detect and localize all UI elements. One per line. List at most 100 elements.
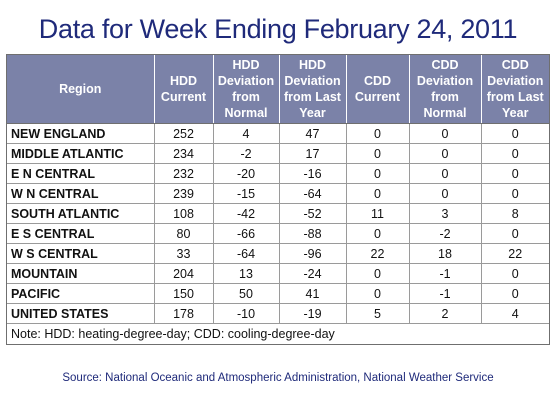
region-cell: MIDDLE ATLANTIC bbox=[7, 143, 155, 164]
cdd-current-cell: 0 bbox=[346, 283, 410, 304]
header-line: Region bbox=[59, 82, 102, 96]
cdd-dev-normal-cell: -1 bbox=[409, 283, 482, 304]
cdd-dev-normal-cell: 0 bbox=[409, 183, 482, 204]
header-line: HDD bbox=[298, 58, 327, 72]
hdd-dev-last-year-cell: -96 bbox=[279, 243, 347, 264]
cdd-dev-normal-cell: 0 bbox=[409, 123, 482, 144]
cdd-dev-normal-cell: 3 bbox=[409, 203, 482, 224]
hdd-dev-last-year-cell: 47 bbox=[279, 123, 347, 144]
cdd-dev-last-year-cell: 0 bbox=[481, 283, 549, 304]
degree-day-table: Region HDD Current HDD Deviation from No… bbox=[7, 55, 549, 344]
hdd-dev-last-year-cell: -52 bbox=[279, 203, 347, 224]
cdd-dev-normal-cell: 2 bbox=[409, 303, 482, 324]
hdd-current-cell: 234 bbox=[154, 143, 214, 164]
hdd-dev-normal-cell: -20 bbox=[213, 163, 280, 184]
region-cell: W N CENTRAL bbox=[7, 183, 155, 204]
table-header: Region HDD Current HDD Deviation from No… bbox=[7, 55, 549, 124]
cdd-current-cell: 0 bbox=[346, 263, 410, 284]
table-body: NEW ENGLAND 252 4 47 0 0 0 MIDDLE ATLANTIC 234 -2… bbox=[7, 123, 549, 324]
cdd-current-cell: 0 bbox=[346, 183, 410, 204]
header-line: from bbox=[232, 90, 260, 104]
cdd-dev-last-year-cell: 22 bbox=[481, 243, 549, 264]
column-header-cdd-dev-normal: CDD Deviation from Normal bbox=[409, 55, 482, 124]
header-line: CDD bbox=[431, 58, 459, 72]
header-line: from bbox=[431, 90, 459, 104]
cdd-dev-normal-cell: -1 bbox=[409, 263, 482, 284]
hdd-dev-last-year-cell: 17 bbox=[279, 143, 347, 164]
region-cell: NEW ENGLAND bbox=[7, 123, 155, 144]
hdd-dev-last-year-cell: -64 bbox=[279, 183, 347, 204]
hdd-dev-normal-cell: -15 bbox=[213, 183, 280, 204]
cdd-dev-normal-cell: -2 bbox=[409, 223, 482, 244]
cdd-current-cell: 0 bbox=[346, 163, 410, 184]
hdd-current-cell: 80 bbox=[154, 223, 214, 244]
cdd-current-cell: 0 bbox=[346, 123, 410, 144]
table-note: Note: HDD: heating-degree-day; CDD: cool… bbox=[11, 327, 335, 341]
cdd-dev-last-year-cell: 0 bbox=[481, 163, 549, 184]
region-cell: E S CENTRAL bbox=[7, 223, 155, 244]
header-line: Current bbox=[354, 90, 401, 104]
cdd-current-cell: 0 bbox=[346, 223, 410, 244]
hdd-dev-normal-cell: -42 bbox=[213, 203, 280, 224]
header-row: Region HDD Current HDD Deviation from No… bbox=[7, 55, 549, 124]
header-line: HDD bbox=[169, 74, 198, 88]
cdd-dev-last-year-cell: 0 bbox=[481, 263, 549, 284]
header-line: CDD bbox=[501, 58, 529, 72]
note-row: Note: HDD: heating-degree-day; CDD: cool… bbox=[7, 324, 549, 345]
header-line: Deviation bbox=[416, 74, 474, 88]
table-row: SOUTH ATLANTIC 108 -42 -52 11 3 8 bbox=[7, 203, 549, 224]
table-footer: Note: HDD: heating-degree-day; CDD: cool… bbox=[7, 324, 549, 345]
hdd-dev-last-year-cell: -88 bbox=[279, 223, 347, 244]
header-line: Deviation bbox=[284, 74, 341, 88]
table-row: W S CENTRAL 33 -64 -96 22 18 22 bbox=[7, 243, 549, 264]
cdd-current-cell: 5 bbox=[346, 303, 410, 324]
table-row: NEW ENGLAND 252 4 47 0 0 0 bbox=[7, 123, 549, 144]
region-cell: E N CENTRAL bbox=[7, 163, 155, 184]
cdd-dev-normal-cell: 18 bbox=[409, 243, 482, 264]
hdd-dev-normal-cell: 13 bbox=[213, 263, 280, 284]
header-line: Current bbox=[160, 90, 207, 104]
cdd-dev-last-year-cell: 0 bbox=[481, 143, 549, 164]
table-row: W N CENTRAL 239 -15 -64 0 0 0 bbox=[7, 183, 549, 204]
header-line: Deviation bbox=[487, 74, 544, 88]
header-line: Normal bbox=[423, 106, 467, 120]
hdd-dev-last-year-cell: 41 bbox=[279, 283, 347, 304]
hdd-current-cell: 239 bbox=[154, 183, 214, 204]
data-table-container: Region HDD Current HDD Deviation from No… bbox=[6, 54, 550, 345]
header-line: Year bbox=[299, 106, 326, 120]
cdd-current-cell: 22 bbox=[346, 243, 410, 264]
column-header-cdd-dev-last-year: CDD Deviation from Last Year bbox=[481, 55, 549, 124]
hdd-current-cell: 204 bbox=[154, 263, 214, 284]
cdd-current-cell: 0 bbox=[346, 143, 410, 164]
table-row: E S CENTRAL 80 -66 -88 0 -2 0 bbox=[7, 223, 549, 244]
region-cell: W S CENTRAL bbox=[7, 243, 155, 264]
column-header-region: Region bbox=[7, 55, 155, 124]
cdd-current-cell: 11 bbox=[346, 203, 410, 224]
table-row: MOUNTAIN 204 13 -24 0 -1 0 bbox=[7, 263, 549, 284]
table-row: PACIFIC 150 50 41 0 -1 0 bbox=[7, 283, 549, 304]
header-line: from Last bbox=[486, 90, 544, 104]
table-row: E N CENTRAL 232 -20 -16 0 0 0 bbox=[7, 163, 549, 184]
column-header-cdd-current: CDD Current bbox=[346, 55, 410, 124]
column-header-hdd-dev-normal: HDD Deviation from Normal bbox=[213, 55, 280, 124]
cdd-dev-last-year-cell: 4 bbox=[481, 303, 549, 324]
header-line: Year bbox=[502, 106, 529, 120]
hdd-dev-normal-cell: 4 bbox=[213, 123, 280, 144]
hdd-current-cell: 33 bbox=[154, 243, 214, 264]
cdd-dev-last-year-cell: 8 bbox=[481, 203, 549, 224]
region-cell: UNITED STATES bbox=[7, 303, 155, 324]
hdd-current-cell: 232 bbox=[154, 163, 214, 184]
region-cell: MOUNTAIN bbox=[7, 263, 155, 284]
hdd-dev-last-year-cell: -19 bbox=[279, 303, 347, 324]
cdd-dev-last-year-cell: 0 bbox=[481, 123, 549, 144]
hdd-dev-normal-cell: -64 bbox=[213, 243, 280, 264]
header-line: Deviation bbox=[217, 74, 275, 88]
cdd-dev-last-year-cell: 0 bbox=[481, 183, 549, 204]
hdd-dev-normal-cell: -10 bbox=[213, 303, 280, 324]
hdd-current-cell: 252 bbox=[154, 123, 214, 144]
table-row: UNITED STATES 178 -10 -19 5 2 4 bbox=[7, 303, 549, 324]
column-header-hdd-dev-last-year: HDD Deviation from Last Year bbox=[279, 55, 347, 124]
region-cell: SOUTH ATLANTIC bbox=[7, 203, 155, 224]
hdd-dev-normal-cell: -66 bbox=[213, 223, 280, 244]
source-citation: Source: National Oceanic and Atmospheric… bbox=[62, 372, 494, 384]
